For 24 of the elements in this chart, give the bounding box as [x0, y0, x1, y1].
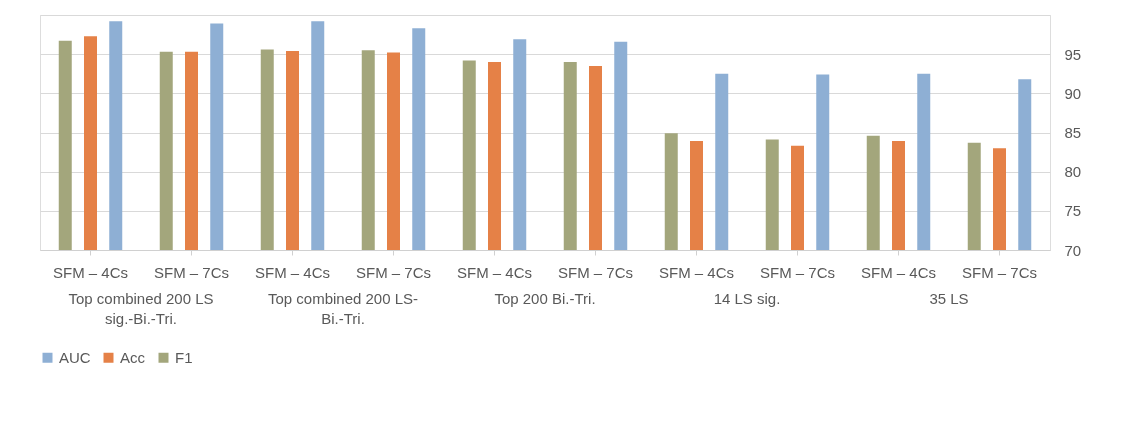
- x-tick-label: SFM – 7Cs: [355, 263, 432, 281]
- y-tick-label: 95: [1064, 45, 1082, 63]
- x-tick-label: SFM – 7Cs: [759, 263, 836, 281]
- x-tick-label: SFM – 7Cs: [557, 263, 634, 281]
- x-tick-label: SFM – 4Cs: [254, 263, 331, 281]
- legend-label: AUC: [59, 348, 91, 366]
- y-tick-label: 80: [1064, 163, 1082, 181]
- y-tick-label: 75: [1064, 202, 1082, 220]
- y-tick-label: 70: [1064, 241, 1082, 259]
- x-tick-label: SFM – 7Cs: [153, 263, 230, 281]
- y-tick-label: 90: [1064, 84, 1082, 102]
- text: 14 LS sig.: [713, 290, 781, 307]
- text: Top combined 200 LS sig.-Bi.-Tri.: [68, 290, 214, 327]
- text: Top 200 Bi.-Tri.: [494, 290, 596, 307]
- x-tick-label: SFM – 4Cs: [52, 263, 129, 281]
- legend-label: Acc: [120, 348, 146, 366]
- x-tick-label: SFM – 4Cs: [456, 263, 533, 281]
- x-tick-label: SFM – 4Cs: [658, 263, 735, 281]
- legend-label: F1: [175, 348, 193, 366]
- text: 35 LS: [929, 290, 969, 307]
- text: Top combined 200 LS- Bi.-Tri.: [267, 290, 419, 327]
- x-tick-label: SFM – 4Cs: [860, 263, 937, 281]
- x-tick-label: SFM – 7Cs: [961, 263, 1038, 281]
- y-tick-label: 85: [1064, 124, 1082, 141]
